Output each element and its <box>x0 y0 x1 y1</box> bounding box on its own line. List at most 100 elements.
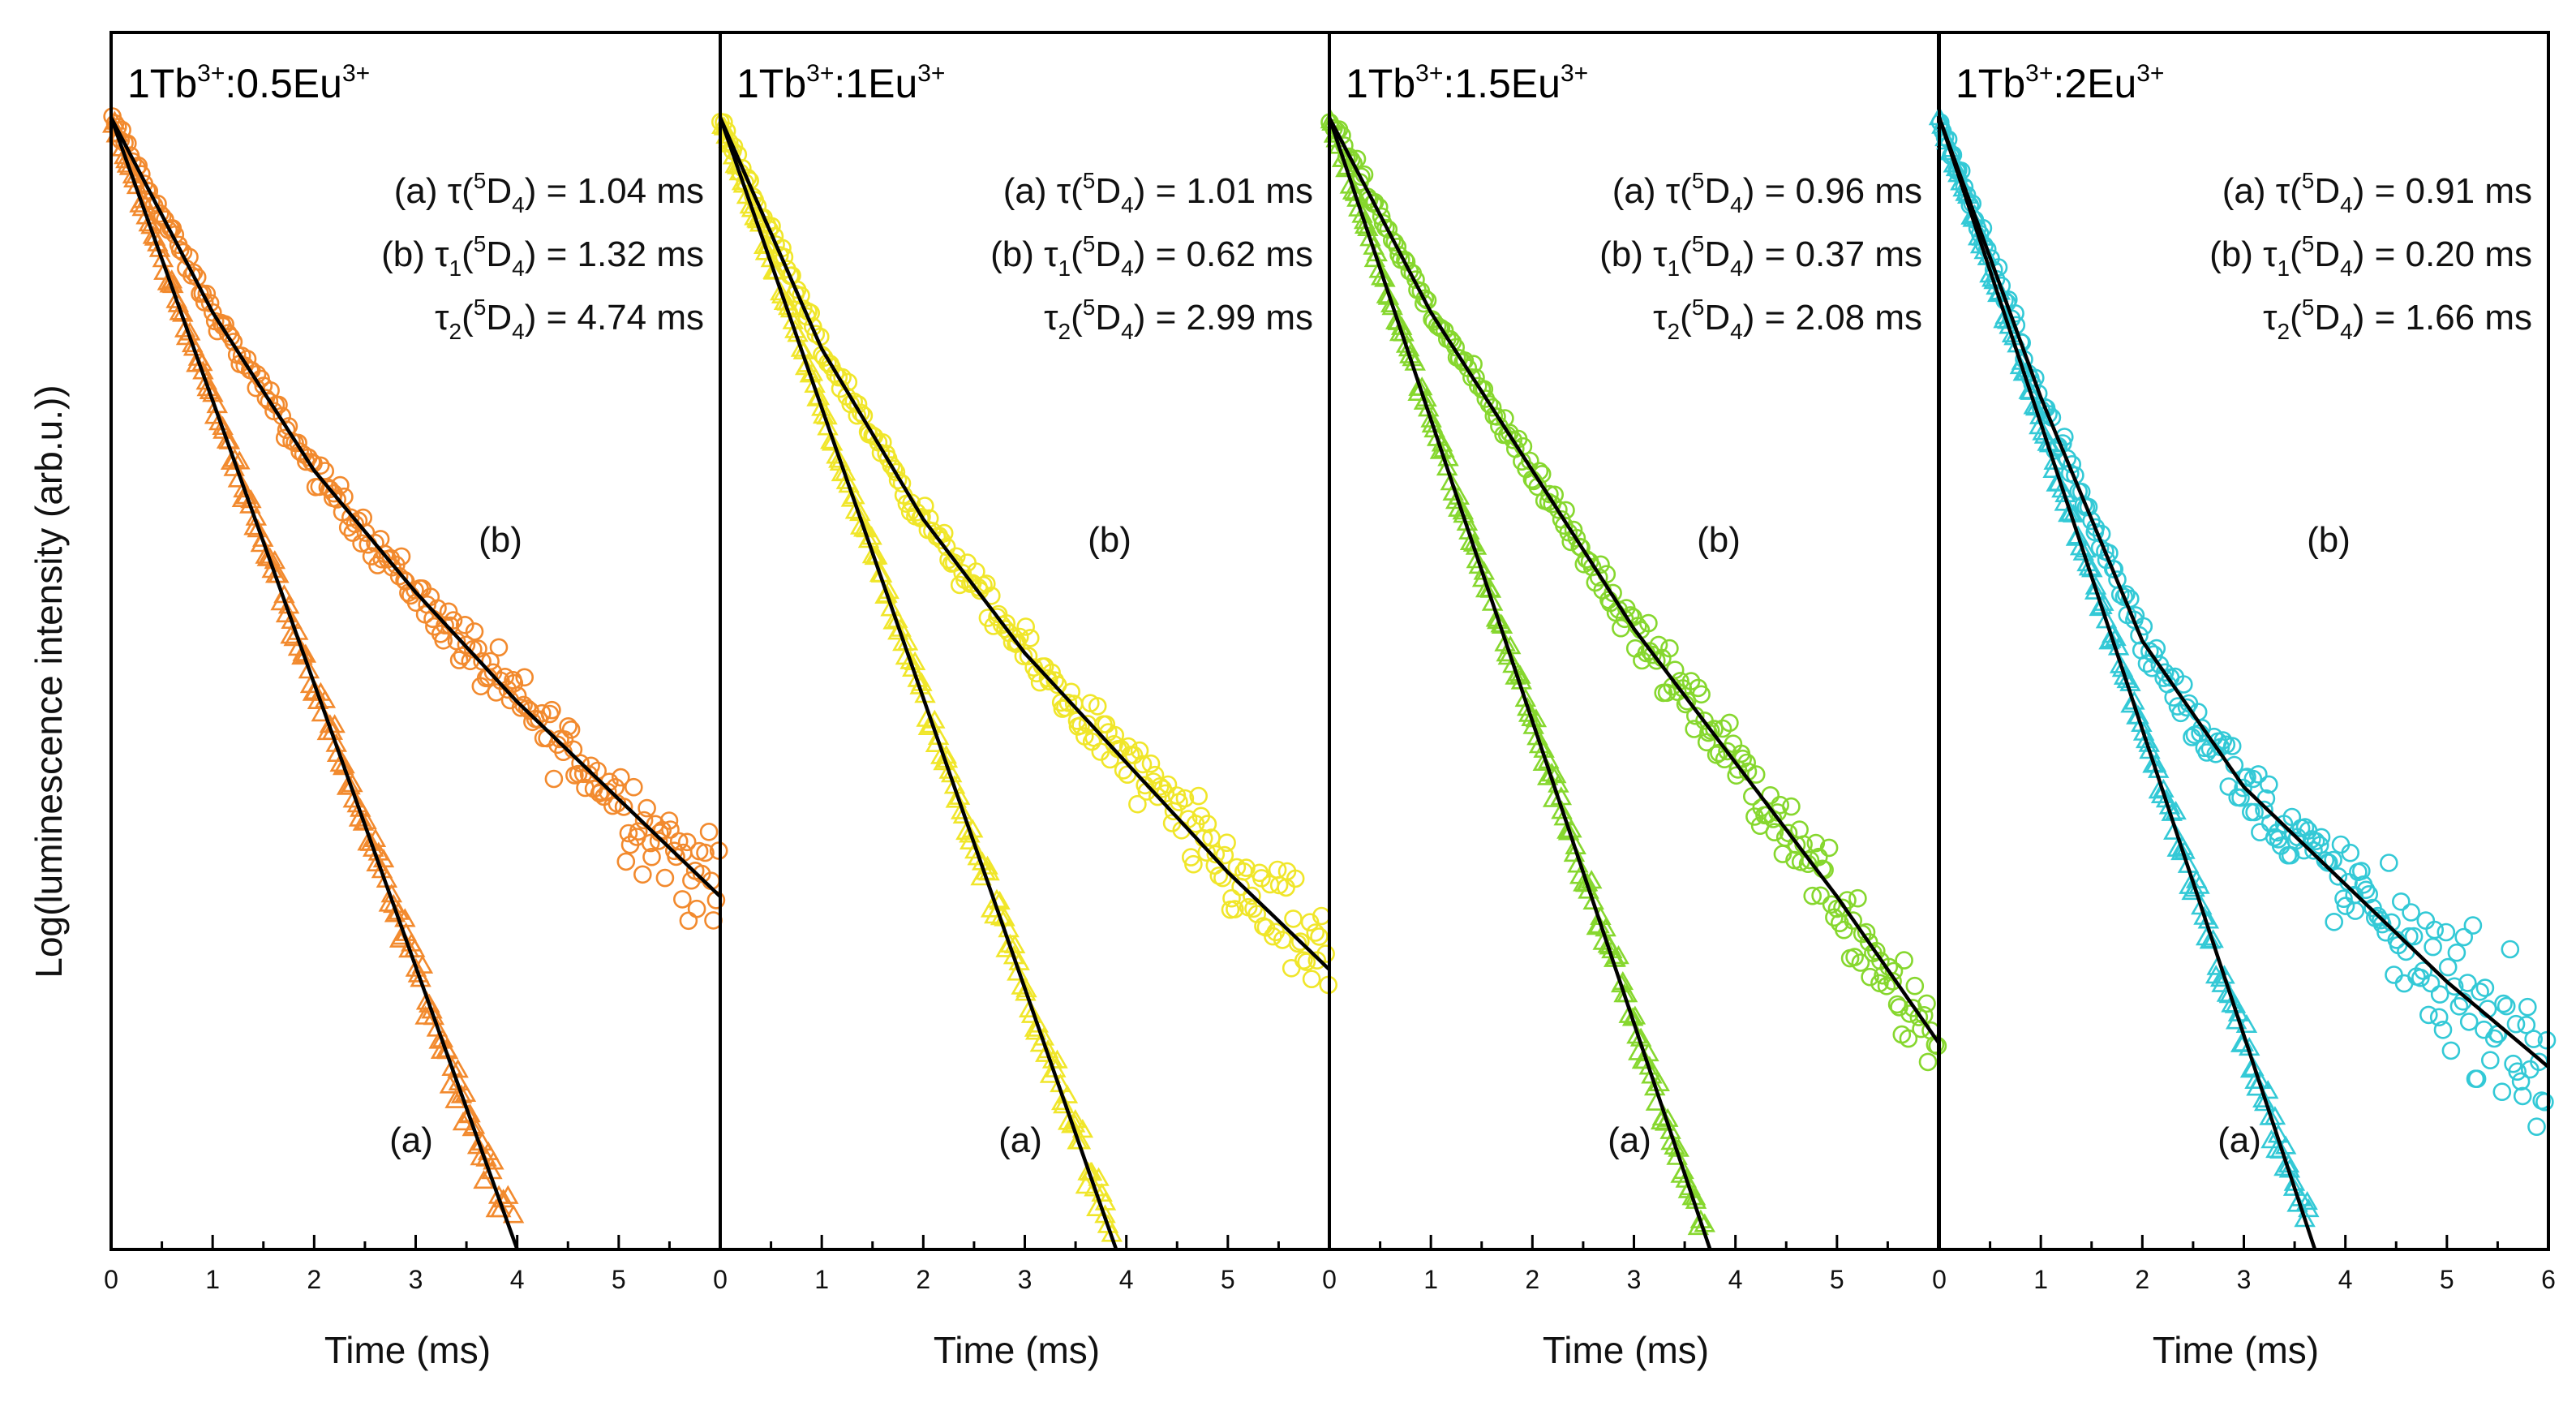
marker-circle <box>392 547 411 566</box>
marker-circle <box>1692 685 1711 704</box>
x-tick-label: 1 <box>2033 1265 2048 1294</box>
marker-circle <box>2429 1008 2449 1027</box>
marker-circle <box>504 673 524 693</box>
fit-line-a <box>1327 117 1712 1250</box>
lifetime-subscript: 4 <box>512 192 525 217</box>
marker-circle <box>1226 900 1244 918</box>
marker-circle <box>2441 1041 2461 1060</box>
marker-triangle <box>741 198 763 217</box>
marker-circle <box>2497 996 2516 1016</box>
marker-triangle <box>483 1150 504 1170</box>
marker-triangle <box>1557 821 1580 841</box>
marker-circle <box>2511 1072 2531 1091</box>
marker-circle <box>1288 934 1307 953</box>
marker-triangle <box>1046 1049 1068 1069</box>
marker-triangle <box>1020 1004 1043 1023</box>
lifetime-text: ( <box>2290 298 2302 338</box>
marker-circle <box>1130 741 1149 760</box>
marker-circle <box>649 832 668 850</box>
marker-circle <box>977 574 996 593</box>
marker-circle <box>950 575 969 595</box>
series-label-b: (b) <box>1088 520 1131 560</box>
marker-circle <box>2334 889 2353 908</box>
marker-circle <box>2304 841 2323 860</box>
marker-triangle <box>1947 163 1969 183</box>
lifetime-subscript: 1 <box>1058 256 1071 281</box>
marker-triangle <box>2084 580 2106 600</box>
marker-circle <box>641 833 660 853</box>
marker-circle <box>1811 886 1830 905</box>
x-tick-label: 2 <box>1525 1265 1539 1294</box>
marker-triangle <box>1487 610 1509 630</box>
marker-triangle <box>2294 1208 2316 1228</box>
marker-circle <box>277 420 296 439</box>
x-tick-label: 3 <box>1627 1265 1642 1294</box>
lifetime-text: D <box>486 298 512 338</box>
lifetime-subscript: 4 <box>1730 192 1743 217</box>
marker-circle <box>1184 854 1203 874</box>
marker-circle <box>984 617 1002 635</box>
x-tick-label: 5 <box>1830 1265 1844 1294</box>
marker-circle <box>677 832 697 852</box>
marker-triangle <box>2260 1129 2282 1149</box>
marker-circle <box>2471 983 2489 1001</box>
marker-circle <box>1604 583 1622 603</box>
lifetime-subscript: 2 <box>1668 319 1681 344</box>
lifetime-subscript: 2 <box>2278 319 2290 344</box>
title-text: 1Tb <box>1346 61 1415 106</box>
fit-line-b <box>109 116 722 898</box>
lifetime-value: ) = 1.66 ms <box>2353 298 2532 338</box>
marker-circle <box>1877 977 1896 996</box>
marker-triangle <box>1659 1120 1681 1139</box>
marker-circle <box>937 537 956 557</box>
marker-circle <box>289 433 307 453</box>
marker-circle <box>614 798 633 816</box>
marker-circle <box>1213 868 1232 888</box>
marker-triangle <box>2193 905 2215 925</box>
marker-circle <box>1097 715 1116 734</box>
lifetime-value: ) = 1.04 ms <box>525 171 704 211</box>
marker-circle <box>2449 997 2469 1016</box>
marker-triangle <box>1672 1159 1694 1180</box>
marker-circle <box>1845 948 1864 966</box>
lifetime-value: ) = 0.91 ms <box>2353 171 2532 211</box>
marker-circle <box>1243 886 1261 905</box>
marker-triangle <box>2111 658 2134 677</box>
marker-circle <box>1851 953 1870 972</box>
x-tick-label: 2 <box>916 1265 930 1294</box>
lifetime-subscript: 1 <box>449 256 462 281</box>
marker-circle <box>473 652 492 671</box>
lifetime-subscript: 4 <box>512 319 525 344</box>
marker-circle <box>2192 718 2211 738</box>
marker-circle <box>1806 833 1826 853</box>
marker-circle <box>1589 568 1608 587</box>
marker-triangle <box>1071 1118 1094 1138</box>
lifetime-superscript: 5 <box>1692 231 1705 256</box>
fit-line-b <box>1328 116 1940 1044</box>
marker-circle <box>2325 913 2343 931</box>
title-superscript: 3+ <box>917 60 945 87</box>
marker-circle <box>1483 398 1502 417</box>
marker-circle <box>439 602 458 621</box>
marker-circle <box>1198 815 1217 833</box>
marker-circle <box>2245 802 2264 822</box>
lifetime-a: (a) τ(5D4) = 1.04 ms <box>394 168 704 217</box>
series-label-a: (a) <box>389 1120 433 1160</box>
marker-circle <box>2372 914 2392 934</box>
x-tick-label: 5 <box>1221 1265 1235 1294</box>
marker-circle <box>1649 635 1668 655</box>
lifetime-subscript: 4 <box>1121 192 1134 217</box>
marker-circle <box>2356 880 2376 900</box>
marker-circle <box>2306 832 2325 850</box>
marker-circle <box>561 720 581 739</box>
lifetime-subscript: 1 <box>2278 256 2290 281</box>
marker-triangle <box>1027 1013 1049 1033</box>
marker-circle <box>1861 967 1879 987</box>
marker-triangle <box>2218 984 2241 1004</box>
marker-circle <box>1609 600 1628 619</box>
marker-circle <box>2459 1013 2479 1031</box>
lifetime-value: ) = 4.74 ms <box>525 298 704 338</box>
marker-triangle <box>227 468 250 488</box>
marker-circle <box>2402 903 2420 922</box>
marker-triangle <box>233 478 255 498</box>
